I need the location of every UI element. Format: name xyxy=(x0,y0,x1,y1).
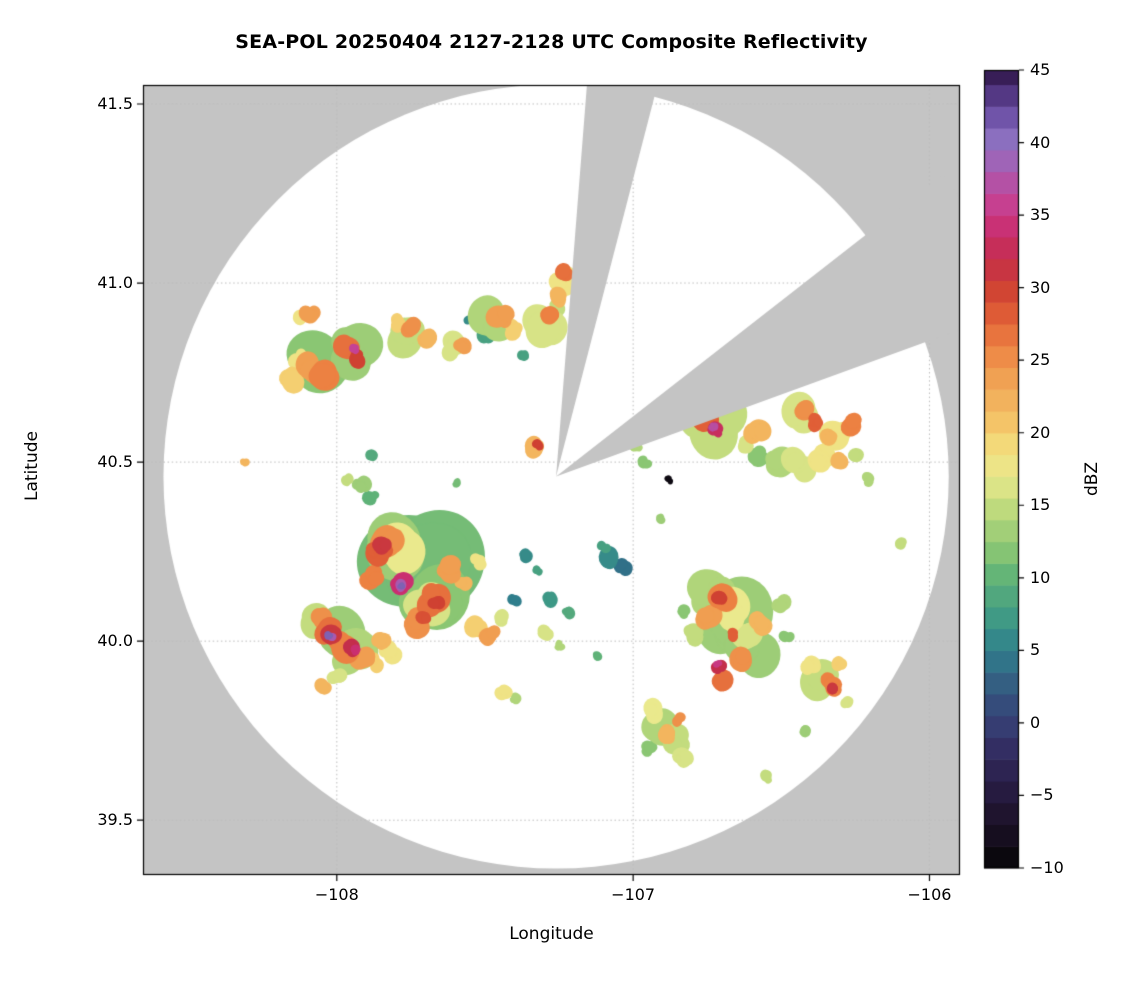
y-tick-label: 41.5 xyxy=(97,93,133,113)
colorbar-tick-label: 15 xyxy=(1030,495,1051,515)
y-tick-label: 40.0 xyxy=(97,631,133,651)
colorbar-tick-label: −10 xyxy=(1030,858,1064,877)
colorbar-label: dBZ xyxy=(1082,461,1102,497)
colorbar-tick-label: 45 xyxy=(1030,60,1051,79)
colorbar-tick-label: 40 xyxy=(1030,132,1051,152)
colorbar-tick-label: 10 xyxy=(1030,567,1051,587)
x-axis-label: Longitude xyxy=(509,924,594,944)
y-tick-label: 40.5 xyxy=(97,452,133,472)
x-tick-label: −106 xyxy=(907,885,952,904)
colorbar-tick-label: −5 xyxy=(1030,785,1054,805)
x-tick-label: −107 xyxy=(611,885,656,904)
y-tick-label: 41.0 xyxy=(97,273,133,293)
colorbar-tick-label: 25 xyxy=(1030,350,1051,370)
y-tick-label: 39.5 xyxy=(97,810,133,830)
colorbar-tick-label: 5 xyxy=(1030,640,1041,660)
y-axis-label: Latitude xyxy=(22,431,42,501)
colorbar-tick-label: 20 xyxy=(1030,422,1051,442)
chart-title: SEA-POL 20250404 2127-2128 UTC Composite… xyxy=(235,31,868,53)
colorbar-tick-label: 35 xyxy=(1030,205,1051,225)
colorbar-tick-label: 30 xyxy=(1030,277,1051,297)
colorbar-tick-label: 0 xyxy=(1030,712,1041,732)
x-tick-label: −108 xyxy=(314,885,359,904)
